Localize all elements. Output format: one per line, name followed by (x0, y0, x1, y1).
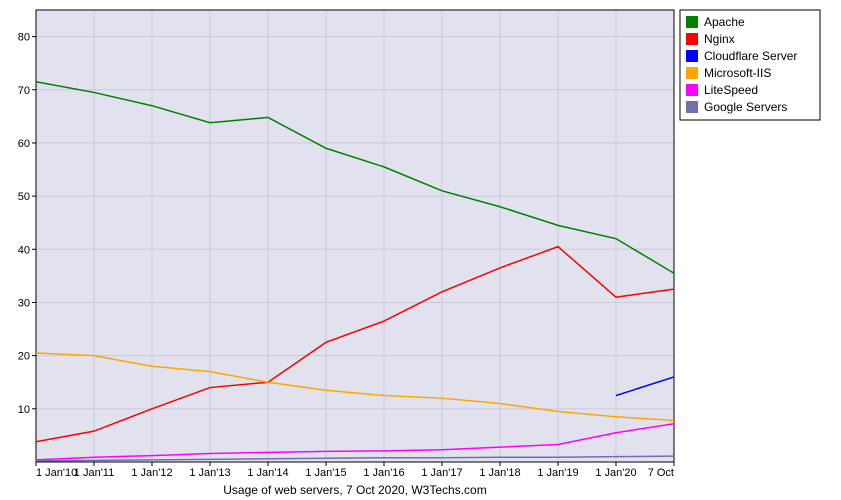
x-tick-label: 1 Jan'12 (131, 467, 172, 479)
legend-swatch (686, 101, 698, 113)
legend-label: Apache (704, 15, 745, 29)
y-tick-label: 20 (18, 351, 30, 363)
legend-label: LiteSpeed (704, 83, 758, 97)
x-tick-label: 1 Jan'20 (595, 467, 636, 479)
legend-swatch (686, 67, 698, 79)
legend-label: Nginx (704, 32, 735, 46)
chart-container: 10 20 30 40 50 60 70 80 1 Jan'101 Jan'11 1 Jan'12… (0, 0, 841, 500)
x-tick-label: 1 Jan'18 (479, 467, 520, 479)
y-tick-label: 30 (18, 297, 30, 309)
y-tick-label: 60 (18, 138, 30, 150)
x-tick-label: 1 Jan'16 (363, 467, 404, 479)
x-tick-label: 7 Oct (648, 467, 674, 479)
x-tick-label: 1 Jan'15 (305, 467, 346, 479)
legend-label: Microsoft-IIS (704, 66, 771, 80)
legend-label: Cloudflare Server (704, 49, 797, 63)
x-tick-label: 1 Jan'17 (421, 467, 462, 479)
y-tick-label: 10 (18, 404, 30, 416)
y-tick-label: 40 (18, 244, 30, 256)
x-tick-label: 1 Jan'19 (537, 467, 578, 479)
y-tick-label: 80 (18, 32, 30, 44)
plot-area (36, 10, 674, 462)
legend-swatch (686, 50, 698, 62)
x-tick-label: 1 Jan'11 (74, 467, 114, 479)
x-tick-label: 1 Jan'10 (36, 467, 77, 479)
x-tick-label: 1 Jan'14 (247, 467, 288, 479)
legend-label: Google Servers (704, 100, 787, 114)
x-tick-label: 1 Jan'13 (189, 467, 230, 479)
y-tick-label: 50 (18, 191, 30, 203)
y-tick-label: 70 (18, 85, 30, 97)
chart-caption: Usage of web servers, 7 Oct 2020, W3Tech… (223, 483, 486, 497)
legend-swatch (686, 16, 698, 28)
legend-swatch (686, 84, 698, 96)
legend-swatch (686, 33, 698, 45)
line-chart: 10 20 30 40 50 60 70 80 1 Jan'101 Jan'11 1 Jan'12… (0, 0, 841, 500)
